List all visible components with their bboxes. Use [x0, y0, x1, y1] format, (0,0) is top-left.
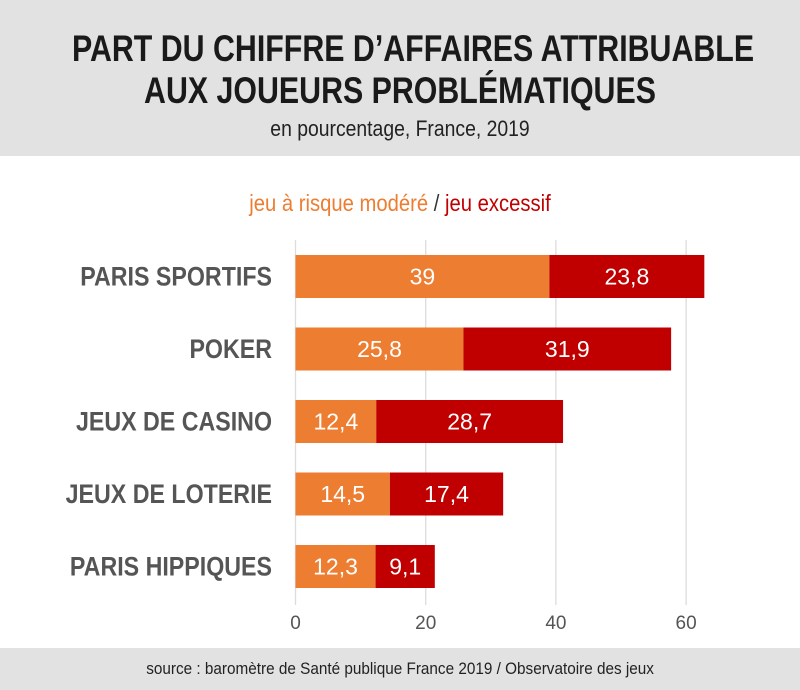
header-band	[0, 0, 800, 156]
bar-segment-excessive	[389, 472, 504, 516]
bar-segment-excessive	[463, 327, 672, 371]
legend-moderate: jeu à risque modéré	[249, 190, 429, 216]
category-label: POKER	[189, 334, 272, 364]
bar-segment-excessive	[376, 400, 564, 443]
data-label: 31,9	[545, 336, 590, 362]
chart-subtitle: en pourcentage, France, 2019	[270, 116, 530, 141]
bar-segment-moderate	[295, 545, 376, 588]
data-label: 39	[410, 264, 436, 290]
data-label: 23,8	[604, 264, 649, 290]
category-label: PARIS SPORTIFS	[80, 262, 272, 292]
legend-excessive: jeu excessif	[445, 190, 551, 216]
x-tick-label: 20	[415, 613, 436, 634]
bar-segment-excessive	[549, 255, 705, 298]
source-footer: source : baromètre de Santé publique Fra…	[0, 648, 800, 690]
chart-title-line-2: AUX JOUEURS PROBLÉMATIQUES	[144, 70, 656, 111]
bar-segment-moderate	[295, 472, 390, 516]
data-label: 9,1	[389, 554, 421, 580]
category-label: PARIS HIPPIQUES	[70, 552, 272, 582]
bar-segment-moderate	[295, 400, 377, 443]
data-label: 25,8	[357, 336, 402, 362]
category-label: JEUX DE CASINO	[76, 407, 272, 437]
x-tick-label: 40	[545, 613, 566, 634]
source-text: source : baromètre de Santé publique Fra…	[146, 659, 654, 678]
chart-title-line-1: PART DU CHIFFRE D’AFFAIRES ATTRIBUABLE	[72, 28, 755, 69]
bar-segment-moderate	[295, 327, 464, 371]
data-label: 14,5	[320, 481, 365, 507]
data-label: 28,7	[447, 409, 492, 435]
legend-separator: /	[433, 190, 440, 216]
x-tick-label: 60	[676, 613, 697, 634]
x-tick-label: 0	[290, 613, 301, 634]
legend: jeu à risque modéré / jeu excessif	[48, 190, 752, 217]
bar-segment-moderate	[295, 255, 550, 298]
category-label: JEUX DE LOTERIE	[66, 479, 272, 509]
data-label: 17,4	[424, 481, 469, 507]
bar-segment-excessive	[375, 545, 435, 588]
data-label: 12,3	[313, 554, 358, 580]
data-label: 12,4	[313, 409, 358, 435]
